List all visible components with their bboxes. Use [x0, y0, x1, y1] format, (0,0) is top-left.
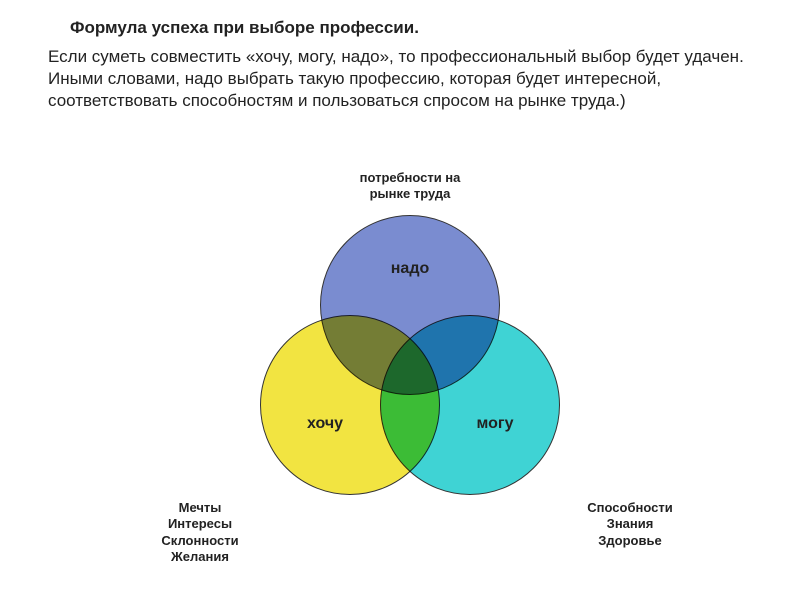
venn-label-right: могу: [455, 415, 535, 433]
slide-title: Формула успеха при выборе профессии.: [70, 18, 419, 38]
outer-label-left: Мечты Интересы Склонности Желания: [130, 500, 270, 565]
venn-label-top: надо: [370, 260, 450, 278]
outer-label-right: Способности Знания Здоровье: [560, 500, 700, 549]
outer-label-top: потребности на рынке труда: [330, 170, 490, 203]
slide-paragraph: Если суметь совместить «хочу, могу, надо…: [48, 46, 748, 111]
venn-label-left: хочу: [285, 415, 365, 433]
venn-diagram: надо хочу могу: [240, 205, 580, 545]
slide: Формула успеха при выборе профессии. Есл…: [0, 0, 800, 600]
venn-circle-right: [380, 315, 560, 495]
